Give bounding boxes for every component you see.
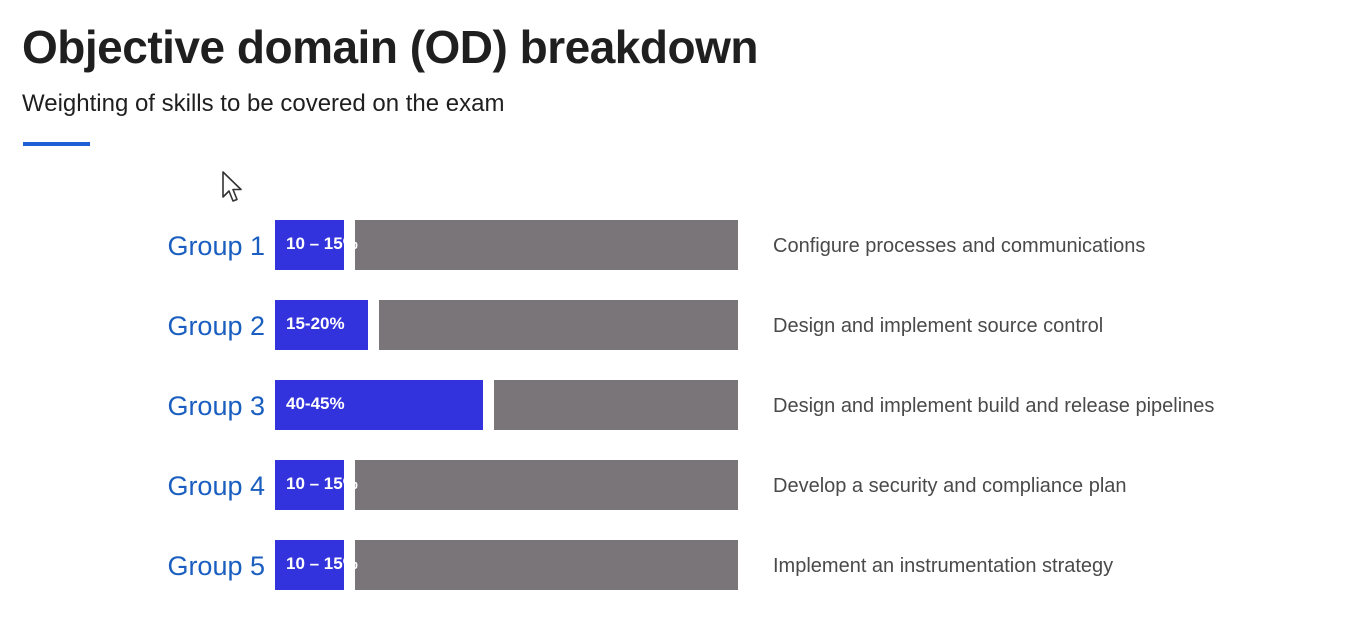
remainder-bar <box>355 460 738 510</box>
skill-description: Design and implement build and release p… <box>773 395 1214 417</box>
remainder-bar <box>355 540 738 590</box>
bar-row: Group 4 10 – 15% Develop a security and co… <box>167 460 1127 510</box>
slide-subtitle: Weighting of skills to be covered on the… <box>22 90 505 117</box>
remainder-bar <box>379 300 738 350</box>
group-label: Group 3 <box>167 391 265 421</box>
skill-description: Configure processes and communications <box>773 235 1145 257</box>
group-label: Group 4 <box>167 471 265 501</box>
slide-title: Objective domain (OD) breakdown <box>22 21 758 73</box>
accent-rule <box>23 142 90 146</box>
group-label: Group 1 <box>167 231 265 261</box>
range-label: 10 – 15% <box>286 474 358 493</box>
bar-row: Group 3 40-45% Design and implement build … <box>167 380 1214 430</box>
bar-row: Group 2 15-20% Design and implement source… <box>167 300 1103 350</box>
skill-description: Implement an instrumentation strategy <box>773 555 1113 577</box>
skill-description: Develop a security and compliance plan <box>773 475 1127 497</box>
range-label: 10 – 15% <box>286 234 358 253</box>
bar-row: Group 5 10 – 15% Implement an instrumentat… <box>167 540 1113 590</box>
bar-row: Group 1 10 – 15% Configure processes and c… <box>167 220 1145 270</box>
skill-description: Design and implement source control <box>773 315 1103 337</box>
group-label: Group 2 <box>167 311 265 341</box>
group-label: Group 5 <box>167 551 265 581</box>
mouse-pointer-icon <box>222 171 242 202</box>
range-label: 15-20% <box>286 314 345 333</box>
range-bar <box>275 380 483 430</box>
range-bar <box>275 300 368 350</box>
range-bar <box>275 220 344 270</box>
range-bar <box>275 540 344 590</box>
remainder-bar <box>355 220 738 270</box>
range-bar <box>275 460 344 510</box>
range-label: 10 – 15% <box>286 554 358 573</box>
remainder-bar <box>494 380 738 430</box>
range-label: 40-45% <box>286 394 345 413</box>
